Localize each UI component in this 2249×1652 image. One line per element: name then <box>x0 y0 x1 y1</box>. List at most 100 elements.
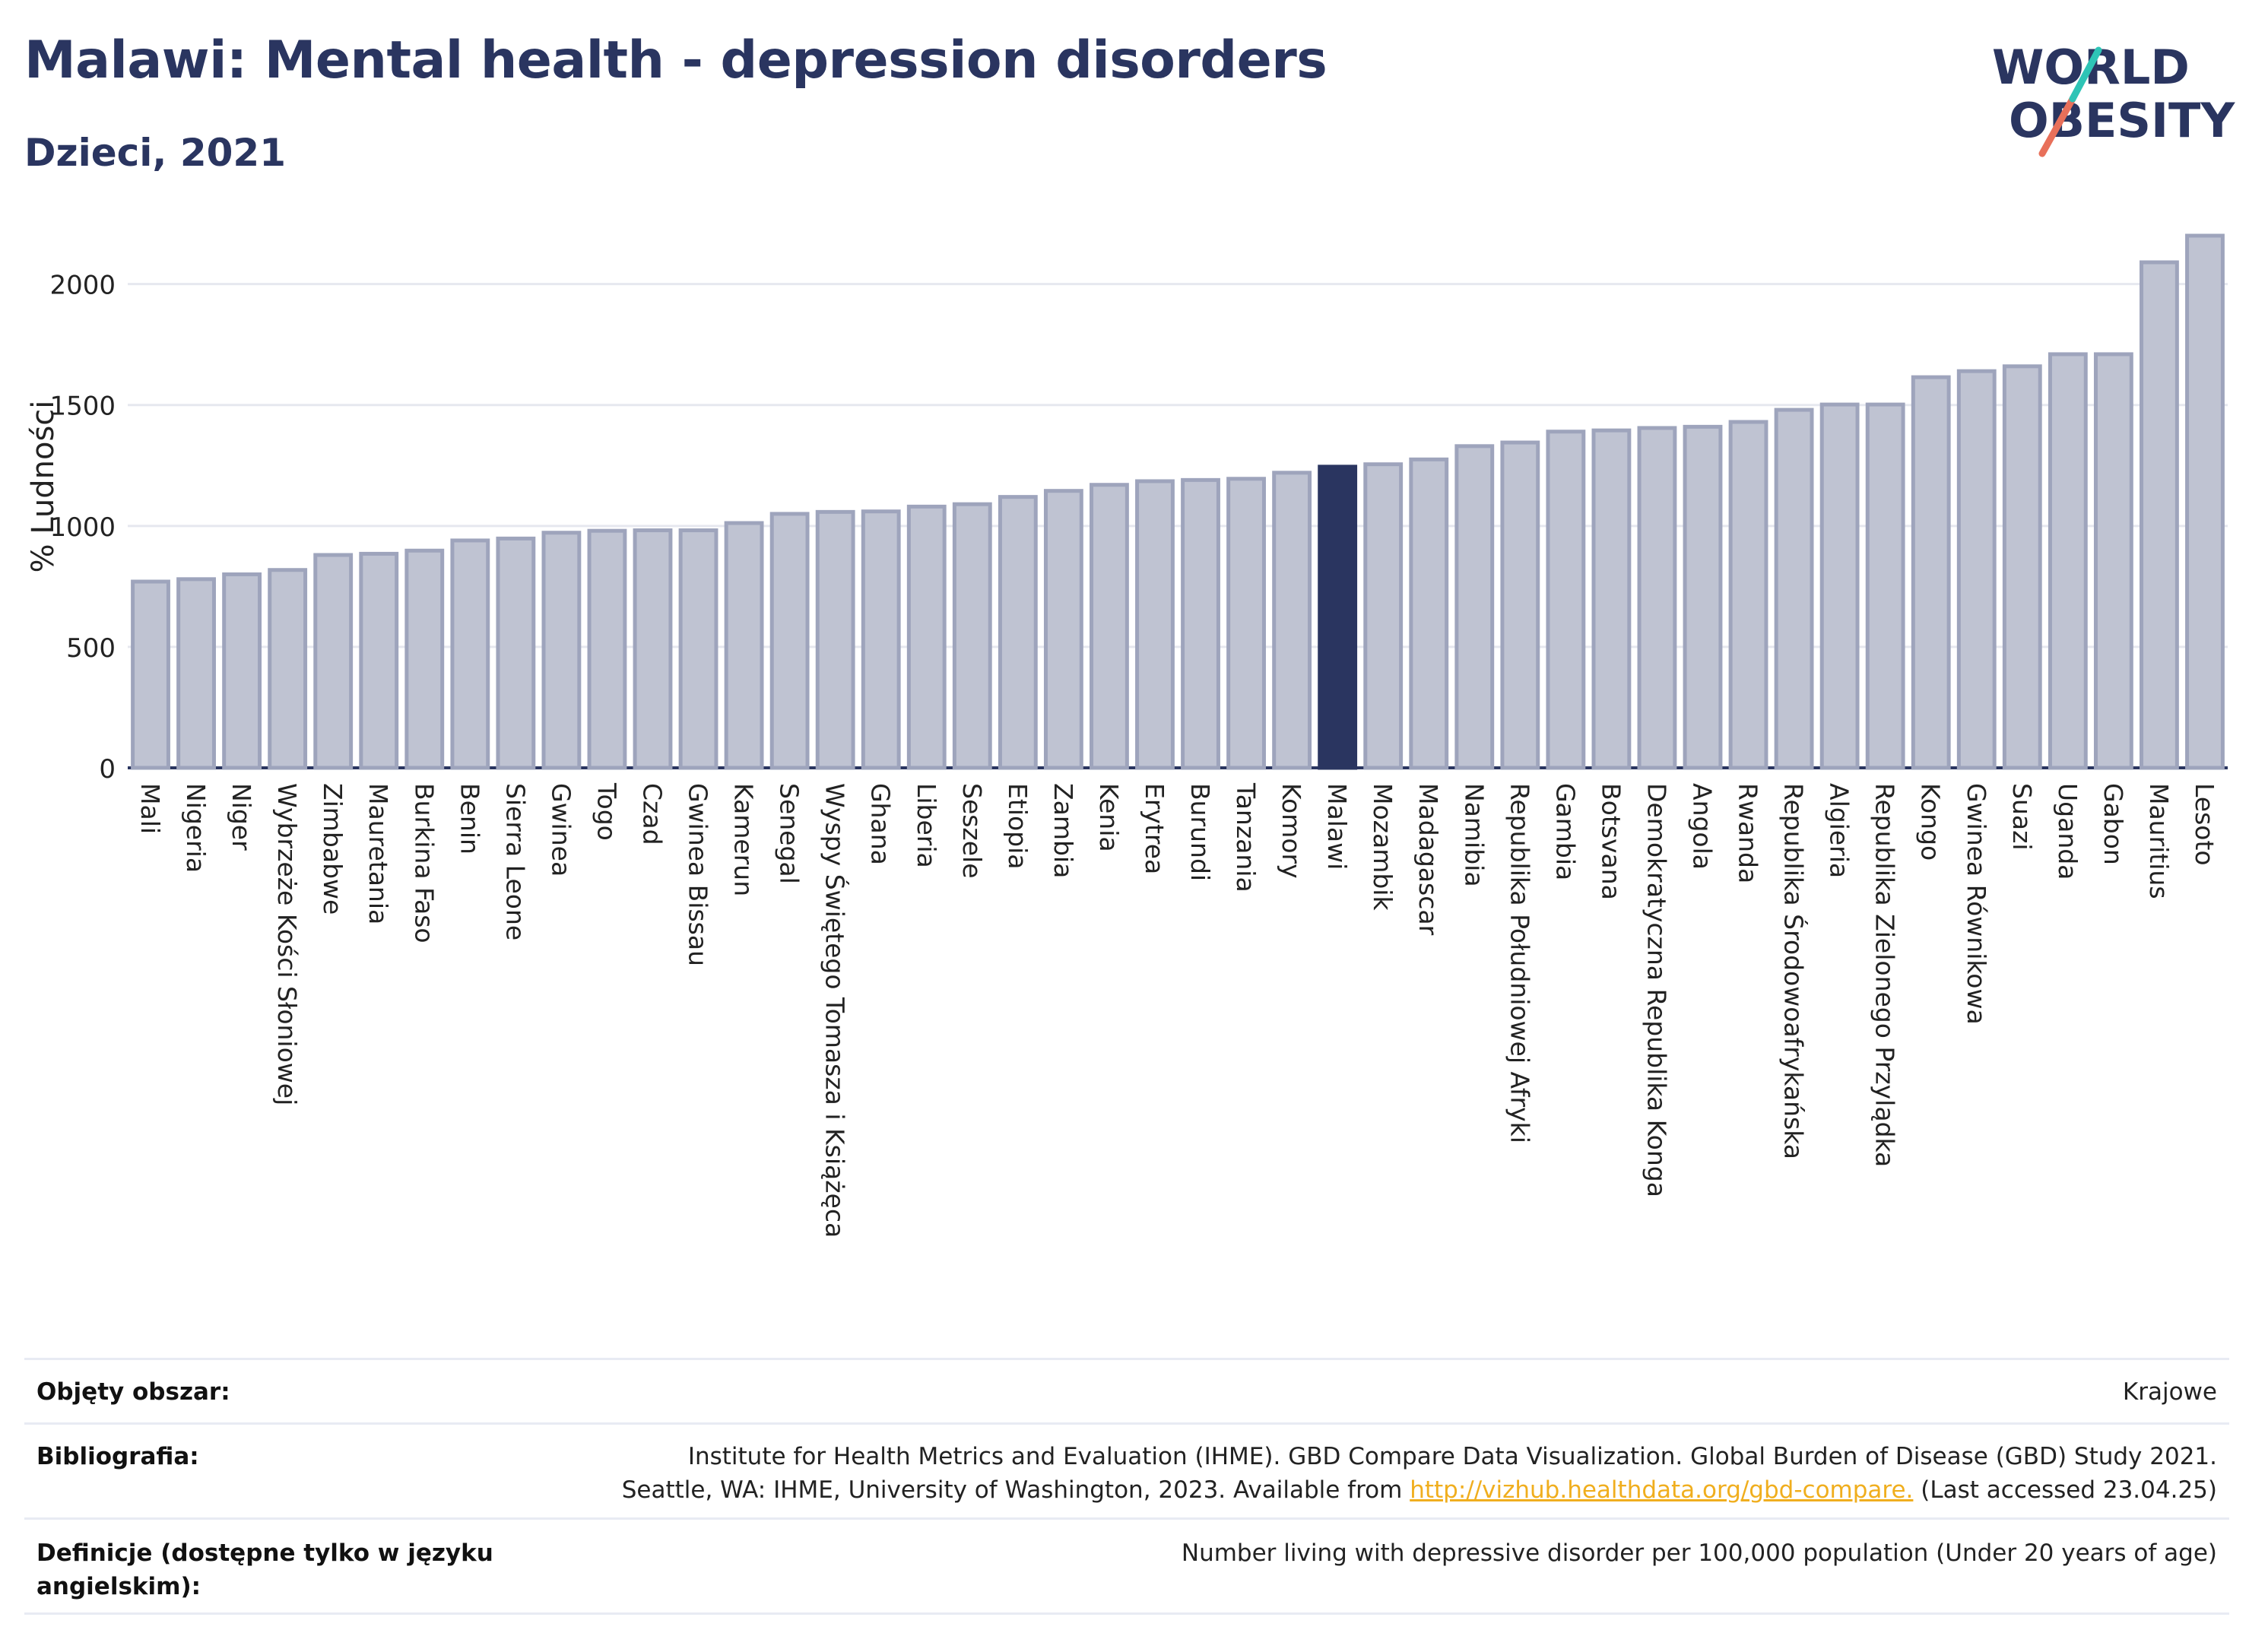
bibliography-row: Bibliografia: Institute for Health Metri… <box>24 1422 2229 1517</box>
bar <box>496 536 536 770</box>
x-tick-label: Sierra Leone <box>500 783 530 940</box>
bar <box>268 568 308 770</box>
y-axis-label: % Ludności <box>26 401 61 573</box>
bar <box>222 572 262 770</box>
x-tick-label: Ghana <box>866 783 896 865</box>
bar <box>1500 440 1540 770</box>
bar <box>2185 233 2225 770</box>
x-tick-label: Niger <box>227 783 256 851</box>
bibliography-accessed: (Last accessed 23.04.25) <box>1913 1476 2217 1504</box>
page-title: Malawi: Mental health - depression disor… <box>24 30 1328 90</box>
bibliography-label: Bibliografia: <box>36 1443 199 1470</box>
x-tick-label: Lesoto <box>2190 783 2219 866</box>
bar <box>998 495 1038 770</box>
x-tick-label: Wybrzeże Kości Słoniowej <box>272 783 302 1105</box>
x-tick-label: Liberia <box>912 783 941 868</box>
page-subtitle: Dzieci, 2021 <box>24 131 286 175</box>
x-tick-label: Kamerun <box>729 783 759 896</box>
bar <box>678 528 718 770</box>
x-tick-label: Namibia <box>1459 783 1489 887</box>
x-tick-label: Gwinea Równikowa <box>1962 783 1991 1025</box>
footer-table: Objęty obszar: Krajowe Bibliografia: Ins… <box>24 1358 2229 1615</box>
bar <box>1728 420 1768 770</box>
bar <box>861 509 901 770</box>
x-tick-label: Mali <box>135 783 165 834</box>
x-tick-label: Gwinea <box>546 783 576 877</box>
coverage-row: Objęty obszar: Krajowe <box>24 1358 2229 1422</box>
x-tick-label: Gwinea Bissau <box>684 783 713 966</box>
y-tick-label: 0 <box>99 754 116 785</box>
y-tick-label: 500 <box>66 633 116 664</box>
x-tick-label: Burundi <box>1185 783 1215 881</box>
bar <box>1865 402 1905 770</box>
bar <box>724 521 764 770</box>
bar <box>906 504 947 770</box>
bibliography-line-1: Institute for Health Metrics and Evaluat… <box>687 1443 2217 1470</box>
bar <box>587 528 627 770</box>
x-tick-label: Republika Środowoafrykańska <box>1779 783 1810 1159</box>
x-tick-label: Republika Południowej Afryki <box>1505 783 1534 1143</box>
bar <box>952 502 992 770</box>
x-tick-label: Suazi <box>2007 783 2037 851</box>
x-tick-label: Mauritius <box>2144 783 2174 899</box>
bar <box>1774 407 1814 770</box>
x-tick-label: Tanzania <box>1231 782 1261 893</box>
bar <box>1956 369 1997 770</box>
bar <box>450 538 490 770</box>
definition-label: Definicje (dostępne tylko w języku angie… <box>36 1539 493 1600</box>
bar <box>131 579 170 770</box>
x-tick-label: Algieria <box>1825 783 1854 878</box>
bar <box>404 548 445 770</box>
bibliography-line-2: Seattle, WA: IHME, University of Washing… <box>622 1473 2217 1507</box>
x-tick-label: Senegal <box>775 783 804 884</box>
bar <box>633 528 673 770</box>
bar <box>2140 260 2179 770</box>
bar <box>1043 489 1083 770</box>
x-tick-label: Rwanda <box>1734 783 1763 883</box>
bar <box>815 509 855 770</box>
x-tick-label: Kongo <box>1916 783 1946 861</box>
coverage-value: Krajowe <box>2122 1378 2217 1406</box>
bar <box>1135 479 1175 770</box>
coverage-label: Objęty obszar: <box>36 1378 230 1406</box>
x-tick-label: Angola <box>1688 783 1718 870</box>
x-tick-label: Benin <box>455 783 484 855</box>
bars <box>131 233 2225 770</box>
x-tick-label: Kenia <box>1094 783 1124 852</box>
bar <box>2093 352 2133 770</box>
x-tick-label: Czad <box>638 783 668 845</box>
bar <box>313 553 354 770</box>
svg-text:OBESITY: OBESITY <box>2009 93 2235 148</box>
y-tick-label: 1500 <box>49 392 116 422</box>
y-tick-label: 1000 <box>49 512 116 543</box>
source-link[interactable]: http://vizhub.healthdata.org/gbd-compare… <box>1410 1476 1914 1504</box>
bar <box>176 577 216 770</box>
x-tick-label: Nigeria <box>181 783 211 873</box>
x-tick-label: Botsvana <box>1596 783 1626 900</box>
bibliography-value: Institute for Health Metrics and Evaluat… <box>622 1440 2217 1507</box>
bar <box>1090 483 1129 770</box>
x-tick-label: Malawi <box>1322 783 1352 870</box>
x-tick-label: Gabon <box>2098 783 2128 865</box>
x-tick-label: Demokratyczna Republika Konga <box>1642 783 1671 1197</box>
bar <box>1546 430 1586 770</box>
bar <box>541 531 582 770</box>
x-tick-label: Mozambik <box>1368 783 1397 911</box>
x-tick-label: Gambia <box>1550 783 1580 880</box>
x-tick-label: Republika Zielonego Przylądka <box>1870 783 1900 1167</box>
definition-value: Number living with depressive disorder p… <box>1181 1539 2217 1567</box>
bar <box>1226 477 1266 770</box>
x-tick-label: Komory <box>1277 783 1306 879</box>
y-tick-labels: 0 500 1000 1500 2000 <box>49 271 116 785</box>
x-tick-label: Etiopia <box>1003 783 1033 870</box>
definition-row: Definicje (dostępne tylko w języku angie… <box>24 1517 2229 1615</box>
bibliography-line-2-text: Seattle, WA: IHME, University of Washing… <box>621 1476 1410 1504</box>
x-tick-label: Wyspy Świętego Tomasza i Książęca <box>820 783 851 1238</box>
x-tick-label: Mauretania <box>363 783 393 924</box>
bar <box>1363 462 1404 770</box>
bar <box>2002 364 2042 770</box>
bar <box>1272 471 1312 770</box>
bar <box>1683 424 1723 770</box>
x-tick-label: Uganda <box>2053 783 2082 880</box>
bar <box>1454 444 1495 770</box>
